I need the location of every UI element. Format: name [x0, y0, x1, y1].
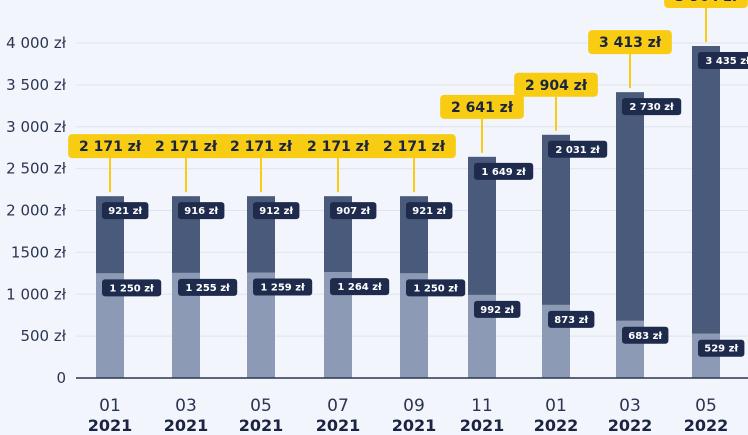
total-label-bg: [144, 134, 228, 159]
value-label-bottom-bg: [698, 339, 745, 357]
x-tick-year: 2021: [239, 416, 284, 435]
value-label-top-bg: [406, 202, 453, 220]
x-tick-year: 2022: [608, 416, 653, 435]
x-tick-year: 2021: [460, 416, 505, 435]
bar-segment-top: [468, 156, 496, 295]
y-tick-label: 0: [56, 369, 66, 387]
x-tick-month: 01: [545, 396, 567, 416]
value-label-top: 1 649 zł: [481, 167, 526, 178]
x-axis: 0120210320210520210720210920211120210120…: [76, 377, 748, 435]
total-label: 2 171 zł: [155, 139, 218, 155]
y-tick-label: 3 500 zł: [6, 76, 67, 94]
total-label: 3 413 zł: [599, 35, 662, 51]
y-tick-label: 2 000 zł: [6, 202, 67, 220]
x-tick-year: 2022: [534, 416, 579, 435]
x-tick-month: 01: [99, 396, 121, 416]
value-label-top-bg: [330, 202, 377, 220]
value-label-top-bg: [253, 202, 300, 220]
value-label-bottom: 992 zł: [480, 305, 514, 316]
x-tick-month: 11: [471, 396, 493, 416]
value-label-top-bg: [622, 98, 682, 116]
value-label-bottom: 529 zł: [704, 344, 738, 355]
value-label-top: 921 zł: [412, 206, 446, 217]
value-label-top-bg: [102, 202, 149, 220]
total-label: 2 171 zł: [79, 139, 142, 155]
total-label-bg: [296, 134, 380, 159]
value-label-top: 907 zł: [336, 206, 370, 217]
total-label-bg: [219, 134, 303, 159]
value-label-bottom-bg: [178, 278, 238, 296]
total-label: 2 171 zł: [230, 139, 293, 155]
x-tick-month: 05: [695, 396, 717, 416]
x-tick-year: 2021: [164, 416, 209, 435]
value-label-bottom-bg: [622, 326, 669, 344]
total-label: 2 641 zł: [451, 100, 514, 116]
value-label-bottom: 1 250 zł: [109, 283, 154, 294]
x-tick-year: 2021: [392, 416, 437, 435]
x-tick-month: 07: [327, 396, 349, 416]
value-label-top: 916 zł: [184, 206, 218, 217]
value-label-bottom-bg: [406, 279, 466, 297]
total-label-bg: [372, 134, 456, 159]
value-label-top-bg: [548, 140, 608, 158]
value-label-top-bg: [698, 52, 748, 70]
value-label-top: 2 730 zł: [629, 102, 674, 113]
bar-segment-top: [692, 46, 720, 334]
value-label-bottom-bg: [474, 300, 521, 318]
value-label-bottom: 873 zł: [554, 315, 588, 326]
total-label-bg: [440, 94, 524, 119]
x-tick-month: 05: [250, 396, 272, 416]
bar-segment-top: [542, 134, 570, 305]
x-tick-year: 2021: [316, 416, 361, 435]
value-label-bottom: 1 264 zł: [337, 282, 382, 293]
y-tick-label: 4 000 zł: [6, 34, 67, 52]
value-label-bottom: 1 259 zł: [260, 283, 305, 294]
total-label-bg: [68, 134, 152, 159]
total-label-bg: [664, 0, 748, 9]
value-label-top: 2 031 zł: [555, 145, 600, 156]
y-axis: 0 500 zł 1 000 zł 1500 zł 2 000 zł 2 500 zł 3 …: [6, 34, 67, 387]
total-label: 2 171 zł: [307, 139, 370, 155]
value-label-top: 912 zł: [259, 206, 293, 217]
value-label-bottom: 1 250 zł: [413, 283, 458, 294]
y-tick-label: 1 000 zł: [6, 285, 67, 303]
x-tick-year: 2022: [684, 416, 729, 435]
value-label-bottom: 683 zł: [628, 331, 662, 342]
total-label: 3 964 zł: [675, 0, 738, 5]
x-tick-month: 03: [619, 396, 641, 416]
value-label-bottom-bg: [102, 279, 162, 297]
x-tick-month: 03: [175, 396, 197, 416]
value-label-top-bg: [474, 162, 534, 180]
y-tick-label: 500 zł: [20, 327, 66, 345]
total-label-bg: [588, 30, 672, 55]
y-tick-label: 1500 zł: [11, 243, 67, 261]
value-label-top: 921 zł: [108, 206, 142, 217]
value-label-bottom: 1 255 zł: [185, 283, 230, 294]
value-label-bottom-bg: [548, 310, 595, 328]
total-label: 2 904 zł: [525, 78, 588, 94]
x-tick-month: 09: [403, 396, 425, 416]
value-label-top: 3 435 zł: [705, 56, 748, 67]
total-label: 2 171 zł: [383, 139, 446, 155]
value-label-bottom-bg: [253, 278, 313, 296]
total-label-bg: [514, 72, 598, 97]
bar-segment-top: [616, 92, 644, 321]
y-tick-label: 3 000 zł: [6, 118, 67, 136]
y-tick-label: 2 500 zł: [6, 160, 67, 178]
bars: 1 250 zł 921 zł 2 171 zł 1 255 zł 916 zł 2 17…: [68, 0, 748, 378]
value-label-top-bg: [178, 202, 225, 220]
value-label-bottom-bg: [330, 278, 390, 296]
x-tick-year: 2021: [88, 416, 133, 435]
